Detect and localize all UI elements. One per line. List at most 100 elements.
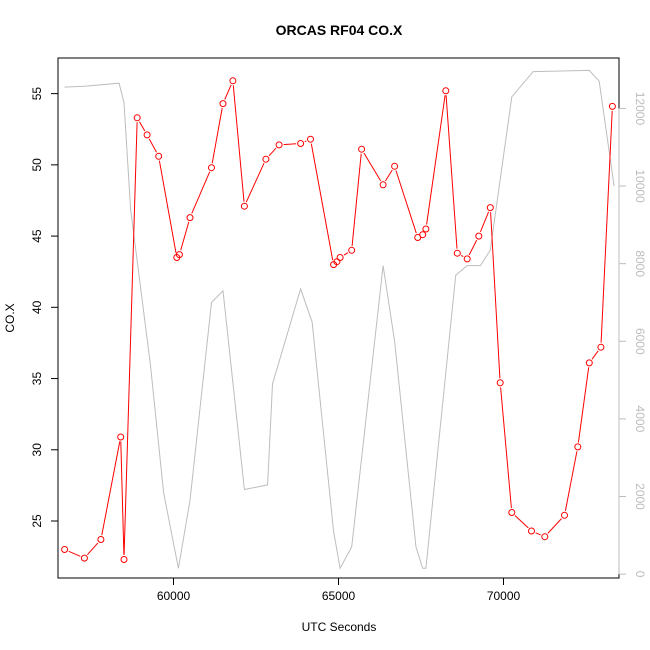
data-point <box>186 214 194 222</box>
y-tick-label: 25 <box>30 514 44 528</box>
primary-series-segment <box>445 95 458 249</box>
x-tick-label: 65000 <box>322 589 356 603</box>
chart-title: ORCAS RF04 CO.X <box>276 22 403 38</box>
y-axis: 25 30 35 40 45 50 55 <box>30 87 59 528</box>
primary-series-segment <box>148 138 157 153</box>
primary-series-segment <box>120 441 125 556</box>
data-point <box>597 343 605 351</box>
data-point <box>496 379 504 387</box>
data-point <box>262 155 270 163</box>
primary-series-segment <box>500 387 512 509</box>
data-point <box>240 202 248 210</box>
data-point <box>585 359 593 367</box>
primary-series-segment <box>245 162 265 203</box>
data-point <box>422 225 430 233</box>
primary-series-segment <box>232 85 245 202</box>
primary-series-segment <box>351 153 362 246</box>
right-tick-label: 0 <box>633 571 647 578</box>
y-tick-label: 55 <box>30 87 44 101</box>
data-point <box>208 164 215 172</box>
secondary-series-line <box>64 69 615 570</box>
data-point <box>475 232 483 240</box>
primary-series-segment <box>468 239 478 256</box>
data-point <box>97 536 105 543</box>
primary-series-segment <box>479 211 490 233</box>
data-point <box>419 231 427 239</box>
primary-series-segment <box>68 550 81 557</box>
data-point <box>528 527 535 535</box>
primary-series-segment <box>224 84 232 100</box>
data-point <box>61 546 69 553</box>
primary-series-segment <box>343 252 349 256</box>
data-point <box>574 443 582 451</box>
plot-frame <box>57 57 620 579</box>
data-point <box>275 141 283 149</box>
x-tick-label: 70000 <box>487 589 521 603</box>
primary-series-segment <box>180 221 190 251</box>
right-tick-label: 12000 <box>633 92 647 126</box>
data-point <box>133 114 141 122</box>
data-point <box>297 140 305 147</box>
data-point <box>463 255 471 263</box>
data-point <box>608 102 616 110</box>
x-axis: 60000 65000 70000 <box>157 577 521 603</box>
primary-series-segment <box>101 441 121 536</box>
data-point <box>307 135 314 143</box>
data-point <box>229 77 237 85</box>
data-point <box>358 145 366 153</box>
data-point <box>442 87 450 95</box>
data-point <box>175 251 183 259</box>
primary-series-segment <box>426 95 446 225</box>
primary-series-segment <box>139 121 146 132</box>
data-point <box>155 152 163 160</box>
primary-series-segment <box>304 140 307 143</box>
data-point <box>453 249 461 257</box>
primary-series-segment <box>577 367 590 443</box>
right-axis: 0 2000 4000 6000 8000 10000 12000 <box>618 92 647 578</box>
data-point <box>80 554 88 562</box>
x-tick-label: 60000 <box>157 589 191 603</box>
primary-series-segment <box>268 147 277 157</box>
right-tick-label: 6000 <box>633 328 647 355</box>
primary-series-segment <box>363 152 382 182</box>
data-point <box>561 511 568 519</box>
secondary-series <box>64 69 615 570</box>
y-axis-label: CO.X <box>3 303 17 332</box>
primary-series-segment <box>395 170 417 234</box>
primary-series-segment <box>87 542 99 556</box>
primary-series-segment <box>191 171 211 214</box>
primary-series-segment <box>158 160 177 254</box>
primary-series-segment <box>310 143 334 261</box>
primary-series-segment <box>460 254 464 258</box>
primary-series-segment <box>547 518 562 534</box>
primary-series-segment <box>535 532 541 536</box>
data-point <box>117 433 125 441</box>
data-point <box>486 204 494 212</box>
data-point <box>379 181 387 189</box>
data-point <box>219 100 227 108</box>
right-tick-label: 8000 <box>633 250 647 277</box>
data-point <box>120 556 128 563</box>
data-point <box>348 246 356 254</box>
primary-series <box>61 77 616 563</box>
y-tick-label: 40 <box>30 300 44 314</box>
data-point <box>336 254 344 261</box>
y-tick-label: 50 <box>30 158 44 172</box>
data-point <box>508 509 516 516</box>
primary-series-segment <box>283 143 297 146</box>
y-tick-label: 30 <box>30 443 44 457</box>
y-tick-label: 35 <box>30 372 44 386</box>
data-point <box>391 162 399 170</box>
primary-series-segment <box>564 451 578 511</box>
primary-series-segment <box>514 515 529 529</box>
x-axis-label: UTC Seconds <box>302 620 377 634</box>
y-tick-label: 45 <box>30 229 44 243</box>
primary-series-segment <box>600 110 613 343</box>
primary-series-segment <box>123 122 138 556</box>
right-tick-label: 2000 <box>633 483 647 510</box>
primary-series-segment <box>211 107 223 164</box>
primary-series-segment <box>490 212 501 379</box>
primary-series-segment <box>591 350 599 360</box>
right-tick-label: 4000 <box>633 406 647 433</box>
